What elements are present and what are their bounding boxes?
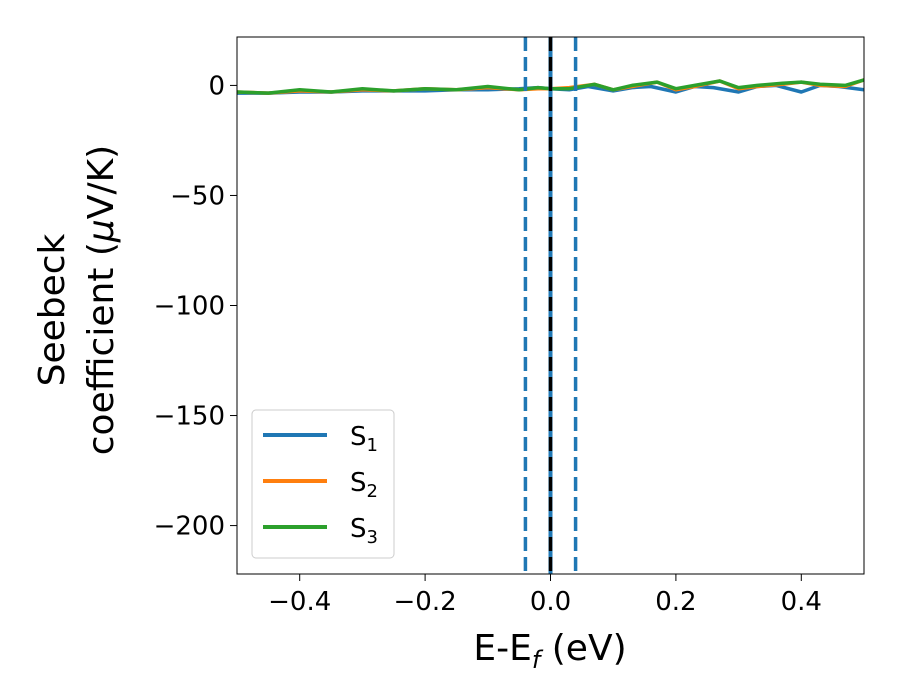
y-axis-label-line1: Seebeck [32,233,73,386]
x-ticks: −0.4 −0.2 0.0 0.2 0.4 [268,574,822,617]
series-layer [237,78,864,95]
x-axis-label: E-Ef (eV) [473,628,626,674]
x-tick-label: 0.0 [530,587,571,617]
y-axis-label-line2: coefficient (μV/K) [81,145,122,455]
y-axis-label: Seebeck coefficient (μV/K) [32,145,122,455]
y-tick-label: −100 [154,292,225,322]
vline-layer [523,37,578,574]
y-tick-label: 0 [208,71,225,101]
legend-box [251,409,395,559]
legend-label-1: S1 [350,422,378,456]
x-tick-label: 0.4 [781,587,822,617]
legend-label-3: S3 [350,514,378,548]
x-tick-label: −0.2 [394,587,457,617]
y-tick-label: −50 [170,181,225,211]
x-tick-label: −0.4 [268,587,331,617]
x-tick-label: 0.2 [655,587,696,617]
y-ticks: 0 −50 −100 −150 −200 [154,71,237,542]
y-tick-label: −150 [154,402,225,432]
legend: S1 S2 S3 [251,409,395,559]
y-tick-label: −200 [154,512,225,542]
legend-label-2: S2 [350,468,378,502]
series-line-3 [237,78,864,95]
